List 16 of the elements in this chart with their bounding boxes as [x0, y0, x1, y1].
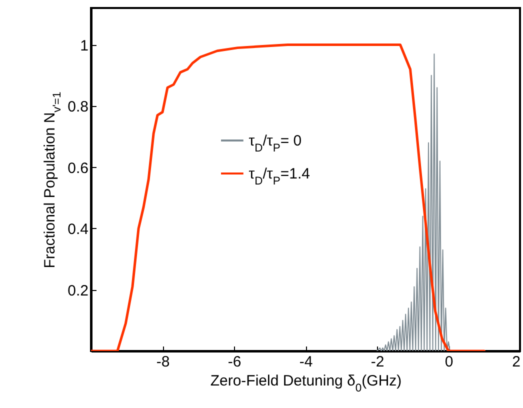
- y-tick-label: 0.8: [68, 98, 88, 116]
- y-tick-label: 0.2: [68, 282, 88, 300]
- x-tick-label: -6: [228, 354, 242, 370]
- x-tick-label: 0: [444, 354, 454, 370]
- x-tick-label: -4: [299, 354, 313, 370]
- legend-label: τ$_{D}$/τ$_{P}$= 0: [248, 132, 302, 155]
- line-series: [376, 53, 450, 351]
- y-tick-label: 0.4: [68, 221, 88, 238]
- y-tick-label: 0.6: [68, 160, 88, 177]
- x-tick-label: -2: [370, 354, 384, 370]
- y-tick-label: 1: [80, 37, 88, 54]
- legend-label: τ$_{D}$/τ$_{P}$=1.4: [248, 166, 310, 188]
- x-axis-title: Zero-Field Detuning δ$_{0}$(GHz): [210, 372, 402, 394]
- x-tick-label: 2: [512, 354, 520, 370]
- line-series: [91, 44, 486, 351]
- x-tick-label: -8: [156, 354, 170, 370]
